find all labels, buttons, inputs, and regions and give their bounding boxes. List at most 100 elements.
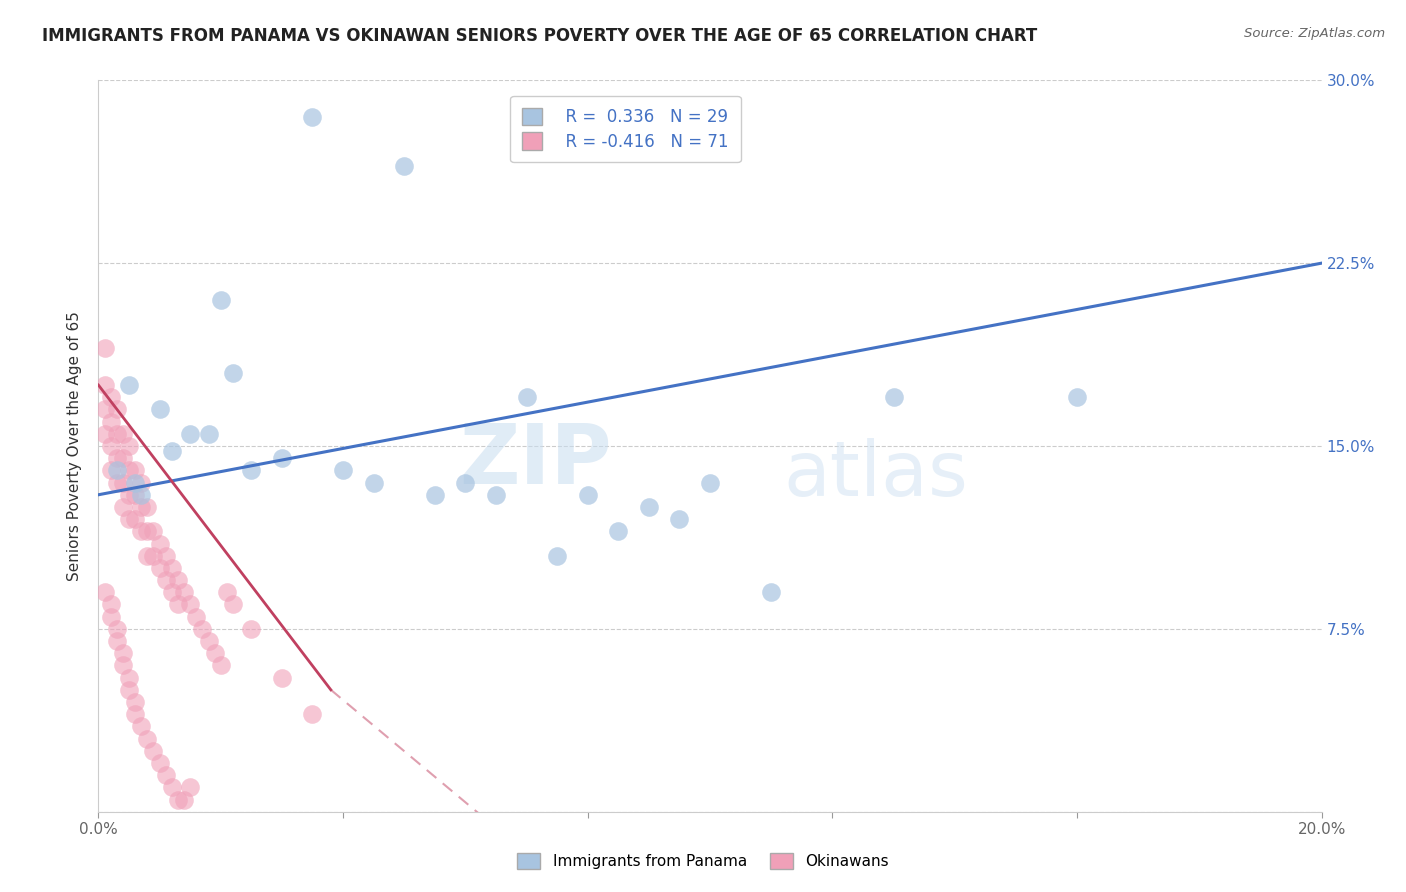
Point bbox=[105, 634, 128, 648]
Point bbox=[111, 475, 134, 490]
Point bbox=[136, 731, 159, 746]
Point bbox=[105, 622, 128, 636]
Point bbox=[332, 463, 354, 477]
Point bbox=[222, 366, 245, 380]
Point bbox=[173, 585, 195, 599]
Point bbox=[129, 500, 152, 514]
Point bbox=[240, 463, 263, 477]
Point bbox=[160, 561, 183, 575]
Point bbox=[124, 463, 146, 477]
Point bbox=[607, 524, 630, 539]
Point bbox=[186, 609, 208, 624]
Point bbox=[118, 682, 141, 697]
Point bbox=[160, 443, 183, 458]
Legend: Immigrants from Panama, Okinawans: Immigrants from Panama, Okinawans bbox=[512, 847, 894, 875]
Point bbox=[301, 110, 323, 124]
Point bbox=[118, 512, 141, 526]
Point bbox=[197, 634, 219, 648]
Point bbox=[93, 426, 115, 441]
Point bbox=[149, 561, 172, 575]
Point bbox=[363, 475, 385, 490]
Legend:   R =  0.336   N = 29,   R = -0.416   N = 71: R = 0.336 N = 29, R = -0.416 N = 71 bbox=[510, 96, 741, 162]
Point bbox=[155, 549, 177, 563]
Y-axis label: Seniors Poverty Over the Age of 65: Seniors Poverty Over the Age of 65 bbox=[67, 311, 83, 581]
Point bbox=[129, 524, 152, 539]
Point bbox=[100, 598, 122, 612]
Point bbox=[100, 439, 122, 453]
Point bbox=[179, 426, 201, 441]
Point bbox=[160, 780, 183, 795]
Point bbox=[637, 500, 661, 514]
Point bbox=[142, 744, 165, 758]
Point bbox=[576, 488, 599, 502]
Point bbox=[93, 585, 115, 599]
Point bbox=[167, 792, 190, 806]
Point bbox=[215, 585, 238, 599]
Point bbox=[149, 402, 172, 417]
Point bbox=[129, 719, 152, 733]
Point bbox=[142, 524, 165, 539]
Point bbox=[93, 378, 115, 392]
Text: ZIP: ZIP bbox=[460, 420, 612, 501]
Point bbox=[124, 695, 146, 709]
Point bbox=[111, 451, 134, 466]
Point bbox=[105, 402, 128, 417]
Point bbox=[124, 707, 146, 722]
Point bbox=[100, 390, 122, 404]
Point bbox=[100, 609, 122, 624]
Point bbox=[454, 475, 477, 490]
Text: Source: ZipAtlas.com: Source: ZipAtlas.com bbox=[1244, 27, 1385, 40]
Point bbox=[124, 488, 146, 502]
Point bbox=[100, 415, 122, 429]
Point bbox=[105, 475, 128, 490]
Point bbox=[160, 585, 183, 599]
Point bbox=[111, 500, 134, 514]
Point bbox=[149, 756, 172, 770]
Point bbox=[118, 463, 141, 477]
Point bbox=[209, 293, 232, 307]
Point bbox=[124, 475, 146, 490]
Point bbox=[222, 598, 245, 612]
Point bbox=[111, 426, 134, 441]
Point bbox=[105, 463, 128, 477]
Point bbox=[423, 488, 446, 502]
Point bbox=[191, 622, 214, 636]
Text: atlas: atlas bbox=[783, 438, 969, 512]
Point bbox=[179, 780, 201, 795]
Point bbox=[167, 598, 190, 612]
Point bbox=[93, 402, 115, 417]
Point bbox=[270, 451, 292, 466]
Point bbox=[155, 768, 177, 782]
Point bbox=[270, 671, 292, 685]
Point bbox=[759, 585, 782, 599]
Point bbox=[129, 488, 152, 502]
Point bbox=[204, 646, 226, 660]
Point bbox=[179, 598, 201, 612]
Point bbox=[136, 549, 159, 563]
Point bbox=[167, 573, 190, 587]
Point bbox=[93, 342, 115, 356]
Point bbox=[142, 549, 165, 563]
Point bbox=[155, 573, 177, 587]
Point bbox=[173, 792, 195, 806]
Point bbox=[240, 622, 263, 636]
Point bbox=[111, 646, 134, 660]
Text: IMMIGRANTS FROM PANAMA VS OKINAWAN SENIORS POVERTY OVER THE AGE OF 65 CORRELATIO: IMMIGRANTS FROM PANAMA VS OKINAWAN SENIO… bbox=[42, 27, 1038, 45]
Point bbox=[118, 378, 141, 392]
Point bbox=[485, 488, 508, 502]
Point bbox=[197, 426, 219, 441]
Point bbox=[129, 475, 152, 490]
Point bbox=[1066, 390, 1088, 404]
Point bbox=[699, 475, 721, 490]
Point bbox=[118, 671, 141, 685]
Point bbox=[516, 390, 538, 404]
Point bbox=[209, 658, 232, 673]
Point bbox=[118, 439, 141, 453]
Point bbox=[136, 500, 159, 514]
Point bbox=[392, 159, 416, 173]
Point bbox=[149, 536, 172, 550]
Point bbox=[668, 512, 690, 526]
Point bbox=[546, 549, 568, 563]
Point bbox=[100, 463, 122, 477]
Point bbox=[883, 390, 905, 404]
